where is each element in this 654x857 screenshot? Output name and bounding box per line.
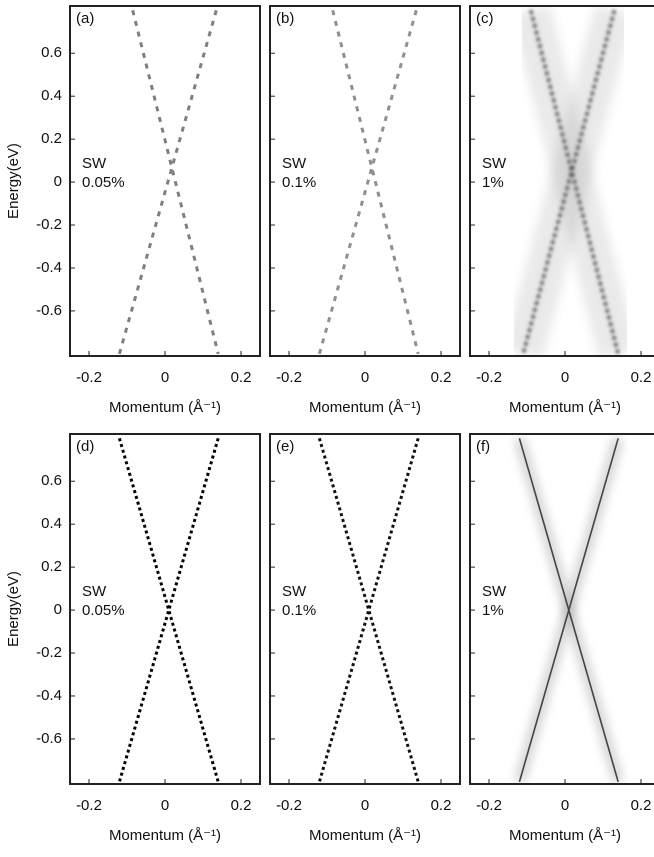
x-tick-label: 0 [361,797,369,814]
annotation: SW [482,155,507,172]
panel-label: (a) [76,10,94,27]
x-tick-label: -0.2 [476,797,502,814]
x-tick-label: -0.2 [276,797,302,814]
x-tick-label: -0.2 [476,369,502,386]
panel-label: (c) [476,10,494,27]
annotation: 1% [482,174,504,191]
band [117,437,220,783]
y-tick-label: 0.6 [41,472,62,489]
y-tick-label: 0.4 [41,87,62,104]
panel-label: (e) [276,438,294,455]
y-tick-label: 0 [54,173,62,190]
x-tick-label: -0.2 [276,369,302,386]
panel-label: (d) [76,438,94,455]
y-axis-label: Energy(eV) [5,143,22,219]
annotation: SW [282,583,307,600]
annotation: 0.05% [82,602,125,619]
y-tick-label: 0.6 [41,44,62,61]
y-tick-label: 0.4 [41,515,62,532]
x-tick-label: 0.2 [431,797,452,814]
band [117,9,218,355]
panel-label: (b) [276,10,294,27]
x-tick-label: 0 [161,797,169,814]
band [317,437,420,783]
y-tick-label: 0.2 [41,130,62,147]
panel-plot [514,436,624,784]
x-tick-label: 0 [161,369,169,386]
y-tick-label: -0.6 [36,730,62,747]
band [518,438,619,783]
x-axis-label: Momentum (Å⁻¹) [309,827,421,844]
panel-label: (f) [476,438,490,455]
y-tick-label: -0.2 [36,644,62,661]
panel-plot [117,437,220,783]
x-tick-label: 0.2 [431,369,452,386]
x-tick-label: 0.2 [231,797,252,814]
annotation: SW [82,155,107,172]
annotation: 0.1% [282,174,316,191]
x-tick-label: 0.2 [631,369,652,386]
annotation: 0.1% [282,602,316,619]
y-tick-label: -0.6 [36,302,62,319]
x-tick-label: 0.2 [631,797,652,814]
y-tick-label: 0 [54,601,62,618]
x-tick-label: 0.2 [231,369,252,386]
band [331,9,420,355]
y-tick-label: 0.2 [41,558,62,575]
annotation: SW [482,583,507,600]
panel-plot [317,437,420,783]
panel-plot [317,9,420,355]
x-tick-label: 0 [561,369,569,386]
band [317,437,420,783]
x-axis-label: Momentum (Å⁻¹) [509,399,621,416]
band [521,9,617,355]
x-axis-label: Momentum (Å⁻¹) [509,827,621,844]
x-tick-label: 0 [361,369,369,386]
panel-plot [117,9,220,355]
y-tick-label: -0.4 [36,259,62,276]
annotation: SW [282,155,307,172]
band [317,9,418,355]
annotation: 1% [482,602,504,619]
band [117,437,220,783]
annotation: 0.05% [82,174,125,191]
x-tick-label: -0.2 [76,369,102,386]
x-tick-label: -0.2 [76,797,102,814]
band [131,9,220,355]
y-tick-label: -0.4 [36,687,62,704]
x-tick-label: 0 [561,797,569,814]
annotation: SW [82,583,107,600]
y-tick-label: -0.2 [36,216,62,233]
x-axis-label: Momentum (Å⁻¹) [309,399,421,416]
x-axis-label: Momentum (Å⁻¹) [109,827,221,844]
panel-plot [503,6,638,356]
y-axis-label: Energy(eV) [5,571,22,647]
x-axis-label: Momentum (Å⁻¹) [109,399,221,416]
